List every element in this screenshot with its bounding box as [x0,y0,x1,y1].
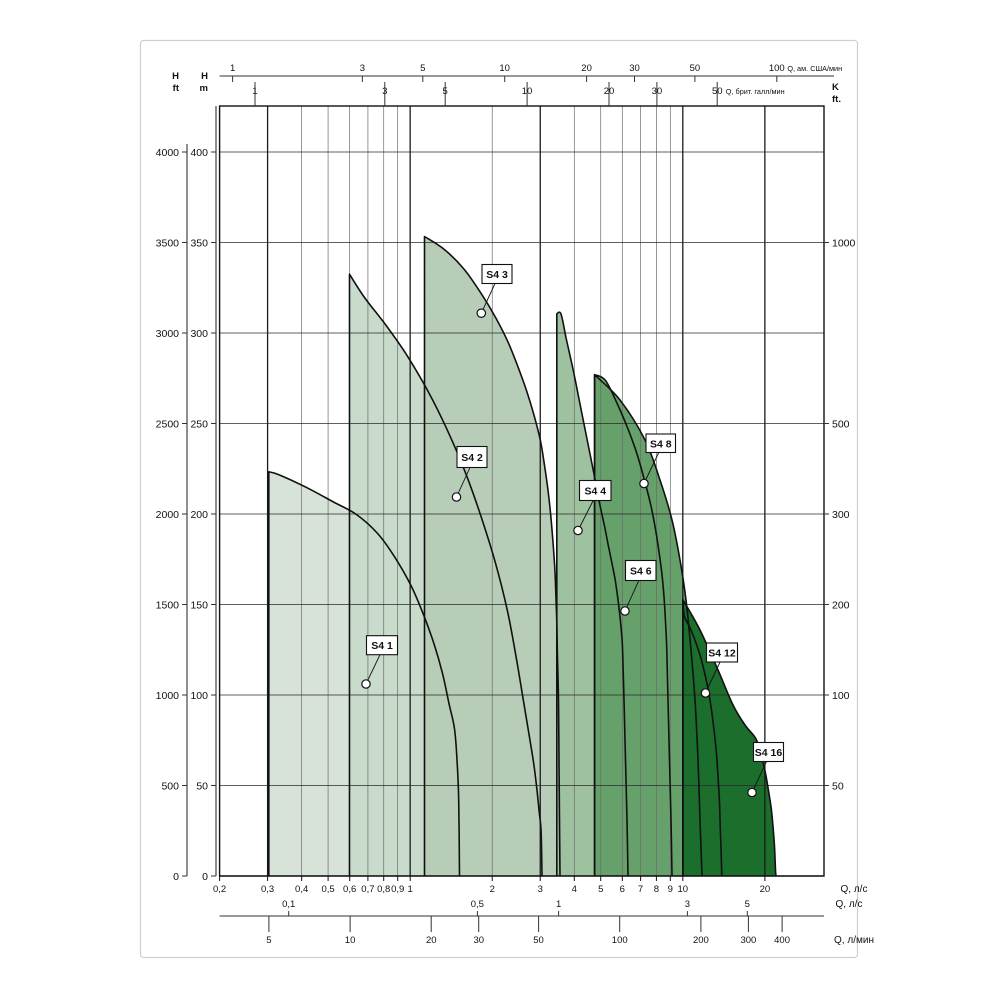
svg-text:0,8: 0,8 [377,884,390,895]
svg-text:S4 8: S4 8 [650,438,672,450]
svg-text:500: 500 [161,781,179,793]
svg-text:30: 30 [629,63,640,74]
svg-text:0,5: 0,5 [321,884,334,895]
svg-text:50: 50 [832,781,844,793]
svg-text:0,7: 0,7 [361,884,374,895]
svg-text:50: 50 [712,86,723,97]
svg-text:1000: 1000 [156,690,180,702]
svg-text:2500: 2500 [156,419,180,431]
svg-text:20: 20 [581,63,592,74]
svg-text:7: 7 [638,884,643,895]
svg-text:0,5: 0,5 [471,899,484,910]
svg-text:50: 50 [690,63,701,74]
svg-text:400: 400 [190,147,208,159]
svg-text:400: 400 [774,935,790,946]
svg-text:20: 20 [426,935,437,946]
svg-text:Q, л/с: Q, л/с [841,884,868,895]
svg-text:300: 300 [190,328,208,340]
svg-text:S4 6: S4 6 [630,566,652,578]
svg-text:0,6: 0,6 [343,884,356,895]
svg-text:150: 150 [190,600,208,612]
svg-text:ft.: ft. [832,94,841,105]
svg-text:300: 300 [740,935,756,946]
svg-text:1500: 1500 [156,600,180,612]
svg-text:ft: ft [173,83,180,94]
svg-text:10: 10 [678,884,689,895]
svg-text:5: 5 [745,899,750,910]
svg-text:10: 10 [522,86,533,97]
svg-text:200: 200 [832,600,850,612]
svg-text:3000: 3000 [156,328,180,340]
svg-text:100: 100 [832,690,850,702]
svg-text:0,9: 0,9 [391,884,404,895]
svg-text:1: 1 [556,899,561,910]
svg-text:1: 1 [230,63,235,74]
svg-text:Q, л/мин: Q, л/мин [834,935,874,946]
svg-text:Q, ам. США/мин: Q, ам. США/мин [787,64,842,73]
svg-text:5: 5 [443,86,448,97]
svg-text:H: H [201,71,208,82]
svg-text:S4 12: S4 12 [708,648,736,660]
svg-text:Q, л/с: Q, л/с [836,899,863,910]
svg-text:10: 10 [499,63,510,74]
svg-text:Q, брит. галл/мин: Q, брит. галл/мин [726,87,785,96]
svg-text:1000: 1000 [832,238,856,250]
svg-text:3: 3 [382,86,387,97]
svg-text:4000: 4000 [156,147,180,159]
svg-text:5: 5 [420,63,425,74]
svg-text:30: 30 [652,86,663,97]
svg-text:200: 200 [190,509,208,521]
svg-text:3500: 3500 [156,238,180,250]
svg-text:2: 2 [490,884,495,895]
svg-text:S4 1: S4 1 [371,640,393,652]
svg-text:5: 5 [266,935,271,946]
svg-text:0: 0 [202,871,208,883]
svg-text:0,3: 0,3 [261,884,274,895]
svg-text:3: 3 [685,899,690,910]
svg-text:20: 20 [604,86,615,97]
svg-text:100: 100 [612,935,628,946]
svg-text:8: 8 [654,884,659,895]
svg-text:1: 1 [252,86,257,97]
svg-text:S4 4: S4 4 [584,486,606,498]
svg-text:H: H [172,71,179,82]
svg-text:5: 5 [598,884,603,895]
svg-text:4: 4 [572,884,577,895]
svg-text:0: 0 [173,871,179,883]
svg-text:S4 16: S4 16 [755,747,783,759]
svg-text:350: 350 [190,238,208,250]
svg-text:6: 6 [620,884,625,895]
svg-text:S4 2: S4 2 [461,452,483,464]
svg-text:K: K [832,82,839,93]
svg-text:3: 3 [360,63,365,74]
svg-text:S4 3: S4 3 [486,269,508,281]
svg-text:0,2: 0,2 [213,884,226,895]
svg-text:100: 100 [190,690,208,702]
svg-text:2000: 2000 [156,509,180,521]
svg-text:300: 300 [832,509,850,521]
svg-text:20: 20 [760,884,771,895]
svg-text:10: 10 [345,935,356,946]
svg-text:250: 250 [190,419,208,431]
svg-text:100: 100 [769,63,785,74]
svg-text:500: 500 [832,419,850,431]
svg-text:3: 3 [538,884,543,895]
svg-text:0,4: 0,4 [295,884,308,895]
svg-text:m: m [200,83,208,94]
svg-text:50: 50 [196,781,208,793]
svg-text:30: 30 [473,935,484,946]
svg-text:1: 1 [408,884,413,895]
svg-text:50: 50 [533,935,544,946]
svg-text:0,1: 0,1 [282,899,295,910]
svg-text:200: 200 [693,935,709,946]
svg-text:9: 9 [668,884,673,895]
